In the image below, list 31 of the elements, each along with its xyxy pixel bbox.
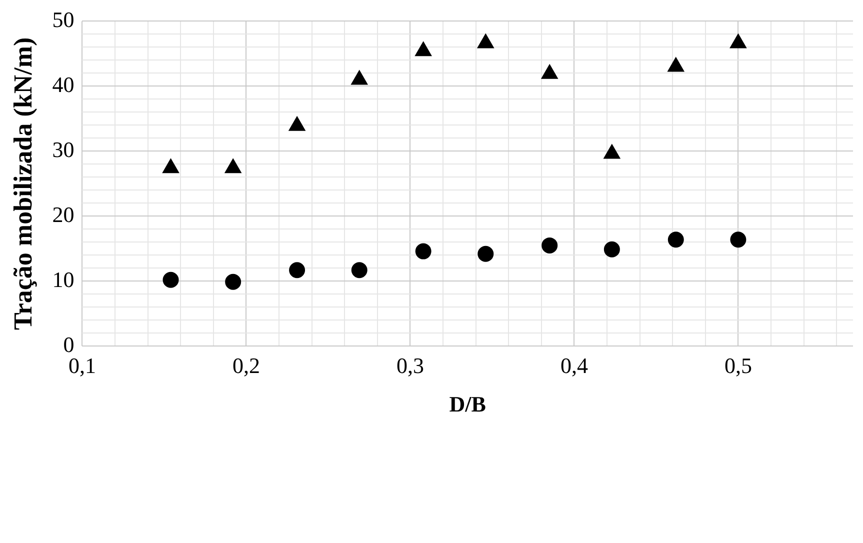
y-axis-title: Tração mobilizada (kN/m) [8,37,38,330]
y-tick-label: 20 [52,202,74,227]
point [730,232,746,248]
point [542,64,558,79]
point [478,246,494,262]
point [225,159,242,174]
point [668,58,684,72]
point [542,237,558,254]
point [225,274,242,290]
point [162,272,179,288]
x-tick-label: 0,2 [232,353,260,378]
x-tick-label: 0,5 [724,353,752,378]
point [730,34,746,48]
point [668,232,684,248]
y-tick-label: 40 [52,72,74,97]
point [351,262,368,278]
point [351,70,368,85]
x-tick-label: 0,4 [560,353,588,378]
point [604,144,620,159]
point [415,243,432,260]
x-axis-title: D/B [449,391,486,416]
x-tick-label: 0,3 [396,353,424,378]
point [478,34,494,48]
point [415,42,432,56]
point [289,116,305,131]
point [162,159,179,174]
y-tick-label: 10 [52,266,74,292]
y-tick-label: 30 [52,136,74,162]
point [289,262,306,278]
point [604,241,620,258]
y-tick-label: 50 [52,6,74,32]
